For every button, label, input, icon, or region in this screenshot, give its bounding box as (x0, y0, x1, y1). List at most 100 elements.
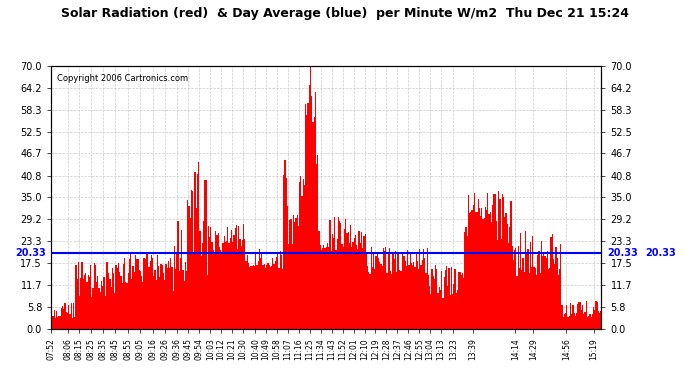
Bar (244, 239, 246, 329)
Bar (445, 270, 446, 329)
Bar (184, 282, 185, 329)
Bar (319, 245, 321, 329)
Bar (129, 260, 130, 329)
Bar (434, 279, 435, 329)
Bar (323, 244, 324, 329)
Bar (118, 263, 119, 329)
Bar (593, 307, 594, 329)
Bar (339, 221, 340, 329)
Bar (391, 274, 393, 329)
Bar (313, 117, 315, 329)
Bar (384, 251, 385, 329)
Bar (273, 264, 275, 329)
Bar (595, 301, 597, 329)
Bar (246, 261, 247, 329)
Bar (372, 267, 373, 329)
Bar (567, 317, 569, 329)
Bar (484, 218, 485, 329)
Bar (284, 159, 286, 329)
Bar (487, 193, 489, 329)
Bar (161, 265, 163, 329)
Bar (521, 270, 522, 329)
Bar (209, 237, 210, 329)
Bar (176, 253, 177, 329)
Bar (135, 255, 136, 329)
Bar (119, 272, 120, 329)
Bar (254, 266, 255, 329)
Bar (144, 258, 145, 329)
Bar (179, 271, 180, 329)
Bar (237, 249, 238, 329)
Bar (190, 218, 191, 329)
Bar (516, 276, 518, 329)
Bar (536, 274, 537, 329)
Bar (214, 253, 215, 329)
Bar (203, 221, 204, 329)
Bar (390, 271, 391, 329)
Bar (468, 195, 469, 329)
Bar (174, 246, 175, 329)
Bar (444, 278, 445, 329)
Bar (68, 304, 69, 329)
Bar (97, 276, 99, 329)
Bar (508, 243, 509, 329)
Bar (406, 266, 407, 329)
Text: 20.33: 20.33 (15, 248, 46, 258)
Bar (558, 275, 559, 329)
Bar (369, 274, 371, 329)
Bar (598, 311, 599, 329)
Bar (142, 282, 144, 329)
Bar (578, 302, 580, 329)
Bar (195, 172, 196, 329)
Bar (587, 318, 588, 329)
Bar (463, 279, 464, 329)
Bar (326, 247, 327, 329)
Bar (211, 242, 213, 329)
Bar (153, 276, 155, 329)
Bar (57, 317, 59, 329)
Bar (198, 162, 199, 329)
Bar (600, 310, 602, 329)
Bar (535, 268, 536, 329)
Bar (241, 240, 243, 329)
Text: Copyright 2006 Cartronics.com: Copyright 2006 Cartronics.com (57, 74, 188, 82)
Bar (115, 265, 117, 329)
Bar (371, 246, 372, 329)
Bar (148, 267, 150, 329)
Bar (185, 262, 186, 329)
Bar (475, 212, 476, 329)
Bar (345, 219, 346, 329)
Bar (351, 247, 353, 329)
Bar (102, 286, 103, 329)
Bar (267, 262, 268, 329)
Bar (573, 313, 575, 329)
Bar (287, 206, 288, 329)
Bar (155, 280, 157, 329)
Bar (257, 261, 259, 329)
Bar (356, 244, 357, 329)
Bar (413, 262, 415, 329)
Bar (395, 251, 396, 329)
Bar (250, 266, 252, 329)
Bar (315, 92, 316, 329)
Bar (106, 262, 107, 329)
Bar (469, 213, 471, 329)
Bar (377, 254, 378, 329)
Bar (262, 265, 264, 329)
Bar (396, 272, 397, 329)
Bar (522, 258, 524, 329)
Bar (480, 216, 481, 329)
Bar (464, 232, 465, 329)
Bar (401, 272, 402, 329)
Bar (317, 155, 318, 329)
Bar (513, 260, 514, 329)
Bar (249, 267, 250, 329)
Bar (515, 248, 516, 329)
Bar (383, 248, 384, 329)
Bar (442, 298, 444, 329)
Bar (131, 279, 132, 329)
Bar (479, 209, 480, 329)
Bar (117, 268, 118, 329)
Bar (448, 268, 450, 329)
Bar (450, 295, 451, 329)
